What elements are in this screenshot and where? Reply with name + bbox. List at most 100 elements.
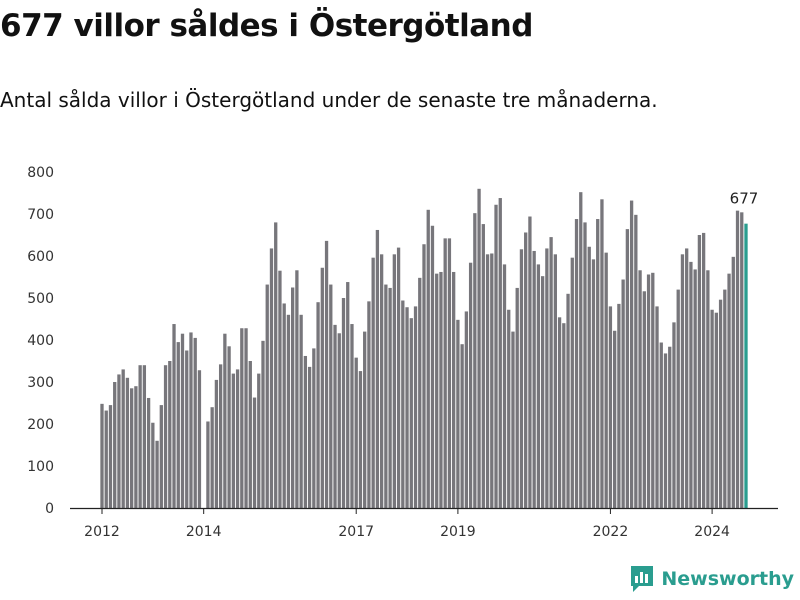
bar xyxy=(621,279,625,508)
bar xyxy=(718,299,723,508)
bar xyxy=(197,370,202,508)
bar xyxy=(405,307,409,508)
bar xyxy=(117,374,121,508)
bar xyxy=(418,277,422,508)
bar xyxy=(367,301,371,508)
bar xyxy=(231,373,235,508)
bar xyxy=(490,253,494,508)
bar xyxy=(337,333,341,508)
bar xyxy=(701,232,706,508)
bar xyxy=(244,328,248,508)
bar xyxy=(583,222,587,508)
brand-logo[interactable]: Newsworthy xyxy=(629,564,794,594)
bar xyxy=(659,342,663,508)
bar xyxy=(413,306,418,508)
bar xyxy=(286,314,291,508)
y-tick-label: 100 xyxy=(27,459,54,475)
bar-chart-pin-icon xyxy=(631,566,654,592)
data-label-last: 677 xyxy=(730,190,759,208)
bar xyxy=(223,333,227,508)
bar xyxy=(210,407,214,508)
bar xyxy=(142,365,147,508)
bar xyxy=(252,397,257,508)
bar xyxy=(634,214,638,508)
bar xyxy=(257,373,261,508)
bar xyxy=(261,340,265,508)
bar xyxy=(740,212,744,508)
bar xyxy=(159,405,163,508)
bar xyxy=(134,386,138,508)
x-tick-label: 2017 xyxy=(338,524,374,540)
bar xyxy=(193,337,197,508)
bar xyxy=(299,314,303,508)
bar xyxy=(146,397,151,508)
bar xyxy=(295,270,299,508)
bar xyxy=(358,371,363,508)
bar xyxy=(481,224,485,508)
x-tick-label: 2019 xyxy=(440,524,476,540)
bar xyxy=(600,199,604,509)
bar xyxy=(278,270,282,508)
x-tick-label: 2024 xyxy=(694,524,730,540)
bar xyxy=(104,410,108,508)
bar xyxy=(363,331,367,508)
bar xyxy=(502,264,507,508)
y-tick-label: 200 xyxy=(27,417,54,433)
bar xyxy=(570,257,574,508)
bar xyxy=(680,254,685,508)
bar xyxy=(138,365,142,508)
bar xyxy=(130,388,134,508)
bar xyxy=(710,309,714,508)
bar xyxy=(206,421,210,508)
bar xyxy=(494,204,498,508)
bar xyxy=(443,238,447,509)
bar xyxy=(566,293,570,508)
bar xyxy=(638,270,642,508)
bar xyxy=(557,317,562,508)
bar xyxy=(642,291,646,508)
bar xyxy=(447,238,452,509)
bar xyxy=(218,364,223,508)
chart-subtitle: Antal sålda villor i Östergötland under … xyxy=(0,88,658,112)
bar xyxy=(549,237,553,508)
bar xyxy=(540,276,545,508)
bar xyxy=(240,328,244,508)
bar xyxy=(185,350,189,508)
chart-title: 677 villor såldes i Östergötland xyxy=(0,8,533,44)
bar xyxy=(515,287,519,508)
bar xyxy=(579,192,583,508)
bar xyxy=(452,271,456,508)
bar xyxy=(723,289,727,508)
bar xyxy=(125,377,130,508)
x-tick-label: 2022 xyxy=(593,524,629,540)
bar xyxy=(227,346,231,508)
bar xyxy=(172,324,176,508)
bar xyxy=(180,333,185,508)
bar xyxy=(562,323,566,508)
bar xyxy=(307,366,312,508)
bar xyxy=(685,248,689,508)
bar xyxy=(291,287,295,508)
bar xyxy=(553,254,557,508)
bar xyxy=(375,229,380,508)
bar xyxy=(613,330,617,508)
y-tick-label: 600 xyxy=(27,249,54,265)
brand-name: Newsworthy xyxy=(661,568,794,590)
bar xyxy=(108,405,113,508)
bar xyxy=(248,361,252,508)
bar xyxy=(646,274,651,508)
bar xyxy=(456,319,460,508)
bar xyxy=(189,332,193,508)
bar xyxy=(409,318,413,508)
bar xyxy=(320,267,324,508)
y-tick-label: 800 xyxy=(27,165,54,181)
bar xyxy=(392,254,396,508)
bar xyxy=(473,213,477,508)
bar-highlight xyxy=(744,223,748,508)
bar xyxy=(596,219,600,508)
bar xyxy=(176,342,180,508)
bar xyxy=(121,369,125,508)
bar xyxy=(303,355,308,508)
y-tick-label: 300 xyxy=(27,375,54,391)
bar xyxy=(524,232,528,508)
